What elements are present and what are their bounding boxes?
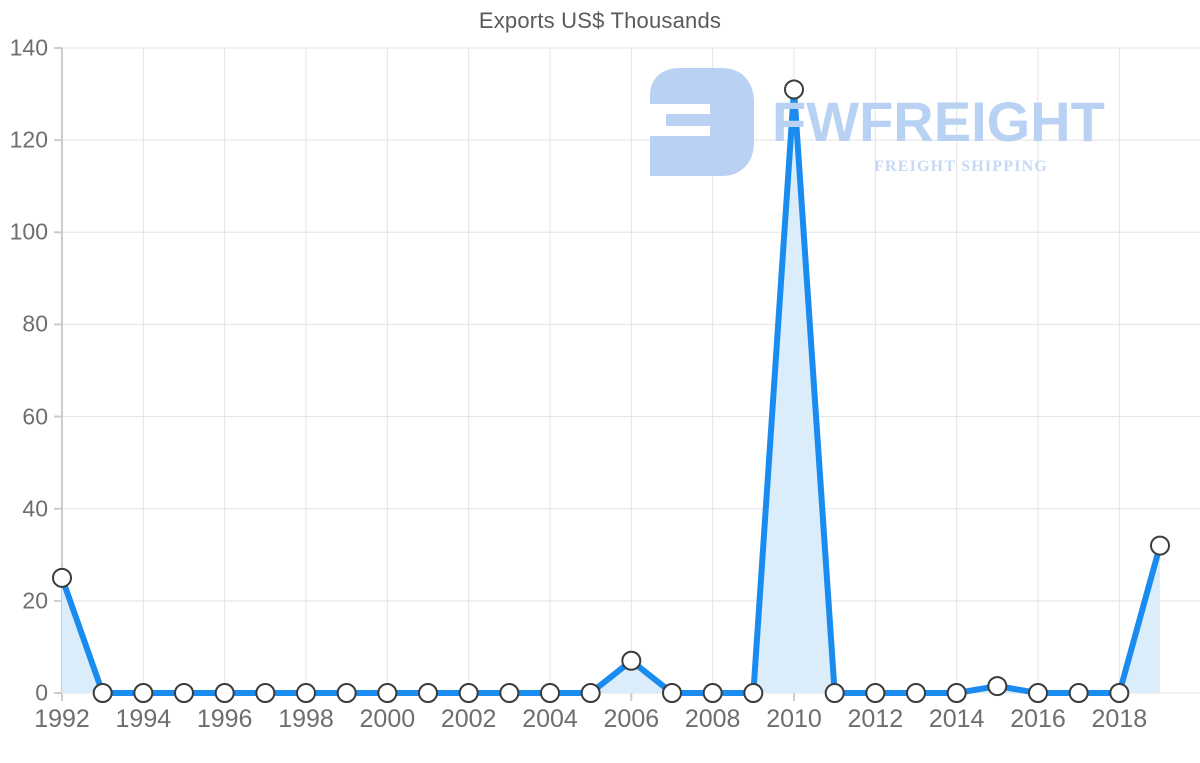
grid-lines xyxy=(61,47,1200,694)
y-axis-tick-label: 80 xyxy=(22,310,48,337)
y-axis-tick-label: 120 xyxy=(9,126,48,153)
data-point-marker[interactable] xyxy=(702,683,723,703)
data-point-marker[interactable] xyxy=(824,683,845,703)
data-point-marker[interactable] xyxy=(214,683,235,703)
data-point-marker[interactable] xyxy=(987,676,1008,697)
data-point-marker[interactable] xyxy=(133,683,154,703)
data-point-marker[interactable] xyxy=(336,683,357,703)
data-point-marker[interactable] xyxy=(784,79,804,100)
data-point-marker[interactable] xyxy=(906,683,926,703)
x-axis-tick-label: 2012 xyxy=(847,705,904,733)
data-point-marker[interactable] xyxy=(255,683,276,703)
x-axis-tick-label: 2000 xyxy=(359,705,416,733)
data-point-marker[interactable] xyxy=(621,650,642,671)
y-axis-tick-label: 40 xyxy=(22,495,48,522)
data-point-marker[interactable] xyxy=(499,683,520,703)
y-axis-tick-label: 20 xyxy=(22,587,48,614)
data-point-marker[interactable] xyxy=(52,567,72,588)
data-point-marker[interactable] xyxy=(946,683,967,703)
y-axis-tick-label: 140 xyxy=(9,34,48,61)
axis-lines xyxy=(54,47,1121,701)
x-axis-tick-label: 2004 xyxy=(522,705,578,733)
data-point-marker[interactable] xyxy=(296,683,316,703)
x-axis-tick-label: 2014 xyxy=(928,705,985,733)
data-point-marker[interactable] xyxy=(662,683,682,703)
y-axis-tick-label: 100 xyxy=(9,218,48,245)
y-axis-tick-label: 60 xyxy=(22,403,48,430)
data-point-marker[interactable] xyxy=(1150,535,1170,556)
x-axis-tick-label: 2010 xyxy=(766,705,822,733)
data-point-marker[interactable] xyxy=(174,683,194,703)
data-point-marker[interactable] xyxy=(865,683,886,703)
data-point-marker[interactable] xyxy=(377,683,398,703)
chart-title: Exports US$ Thousands xyxy=(478,8,722,33)
x-axis-tick-label: 2006 xyxy=(603,705,660,733)
x-axis-tick-label: 2016 xyxy=(1010,705,1066,733)
x-axis-tick-label: 1996 xyxy=(196,705,253,733)
series-markers xyxy=(52,79,1170,703)
data-point-marker[interactable] xyxy=(418,683,438,703)
series-line xyxy=(59,86,1163,696)
x-axis-tick-label: 1994 xyxy=(115,705,172,733)
x-axis-tick-label: 2008 xyxy=(684,705,741,733)
data-point-marker[interactable] xyxy=(458,683,479,703)
data-point-marker[interactable] xyxy=(1028,683,1048,703)
x-axis-tick-label: 2002 xyxy=(440,705,497,733)
x-axis-tick-label: 2018 xyxy=(1091,705,1148,733)
data-point-marker[interactable] xyxy=(580,683,601,703)
y-axis-tick-label: 0 xyxy=(35,679,48,706)
data-point-marker[interactable] xyxy=(743,683,764,703)
data-point-marker[interactable] xyxy=(540,683,560,703)
series-area-fill xyxy=(62,89,1160,693)
data-point-marker[interactable] xyxy=(1109,683,1130,703)
data-point-marker[interactable] xyxy=(92,683,113,703)
data-point-marker[interactable] xyxy=(1068,683,1089,703)
x-axis-tick-label: 1992 xyxy=(34,705,90,733)
x-axis-tick-label: 1998 xyxy=(278,705,334,733)
